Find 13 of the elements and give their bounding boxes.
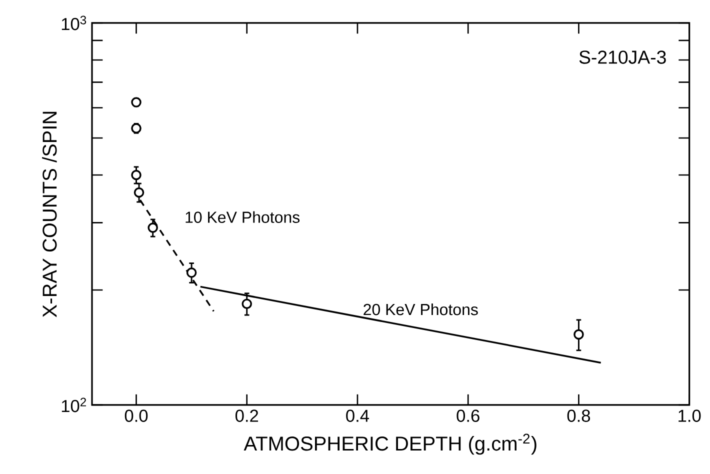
- x-tick-label: 0.8: [567, 410, 590, 422]
- y-tick-label: 10$^{2}$: [62, 398, 86, 412]
- x-axis-title: ATMOSPHERIC DEPTH (g.cm$^{-2}$): [244, 434, 536, 455]
- y-tick-label: 10$^{3}$: [62, 16, 86, 30]
- x-tick-label: 0.4: [346, 410, 370, 422]
- x-tick-label: 0.6: [456, 410, 480, 422]
- x-tick-label: 0.0: [124, 410, 148, 422]
- x-tick-label: 1.0: [678, 410, 701, 422]
- series-label: 10 KeV Photons: [186, 211, 300, 223]
- x-tick-label: 0.2: [235, 410, 258, 422]
- y-axis-title: X-RAY COUNTS /SPIN: [42, 112, 57, 318]
- annotation: S-210JA-3: [579, 50, 666, 64]
- series-label: 20 KeV Photons: [364, 303, 478, 316]
